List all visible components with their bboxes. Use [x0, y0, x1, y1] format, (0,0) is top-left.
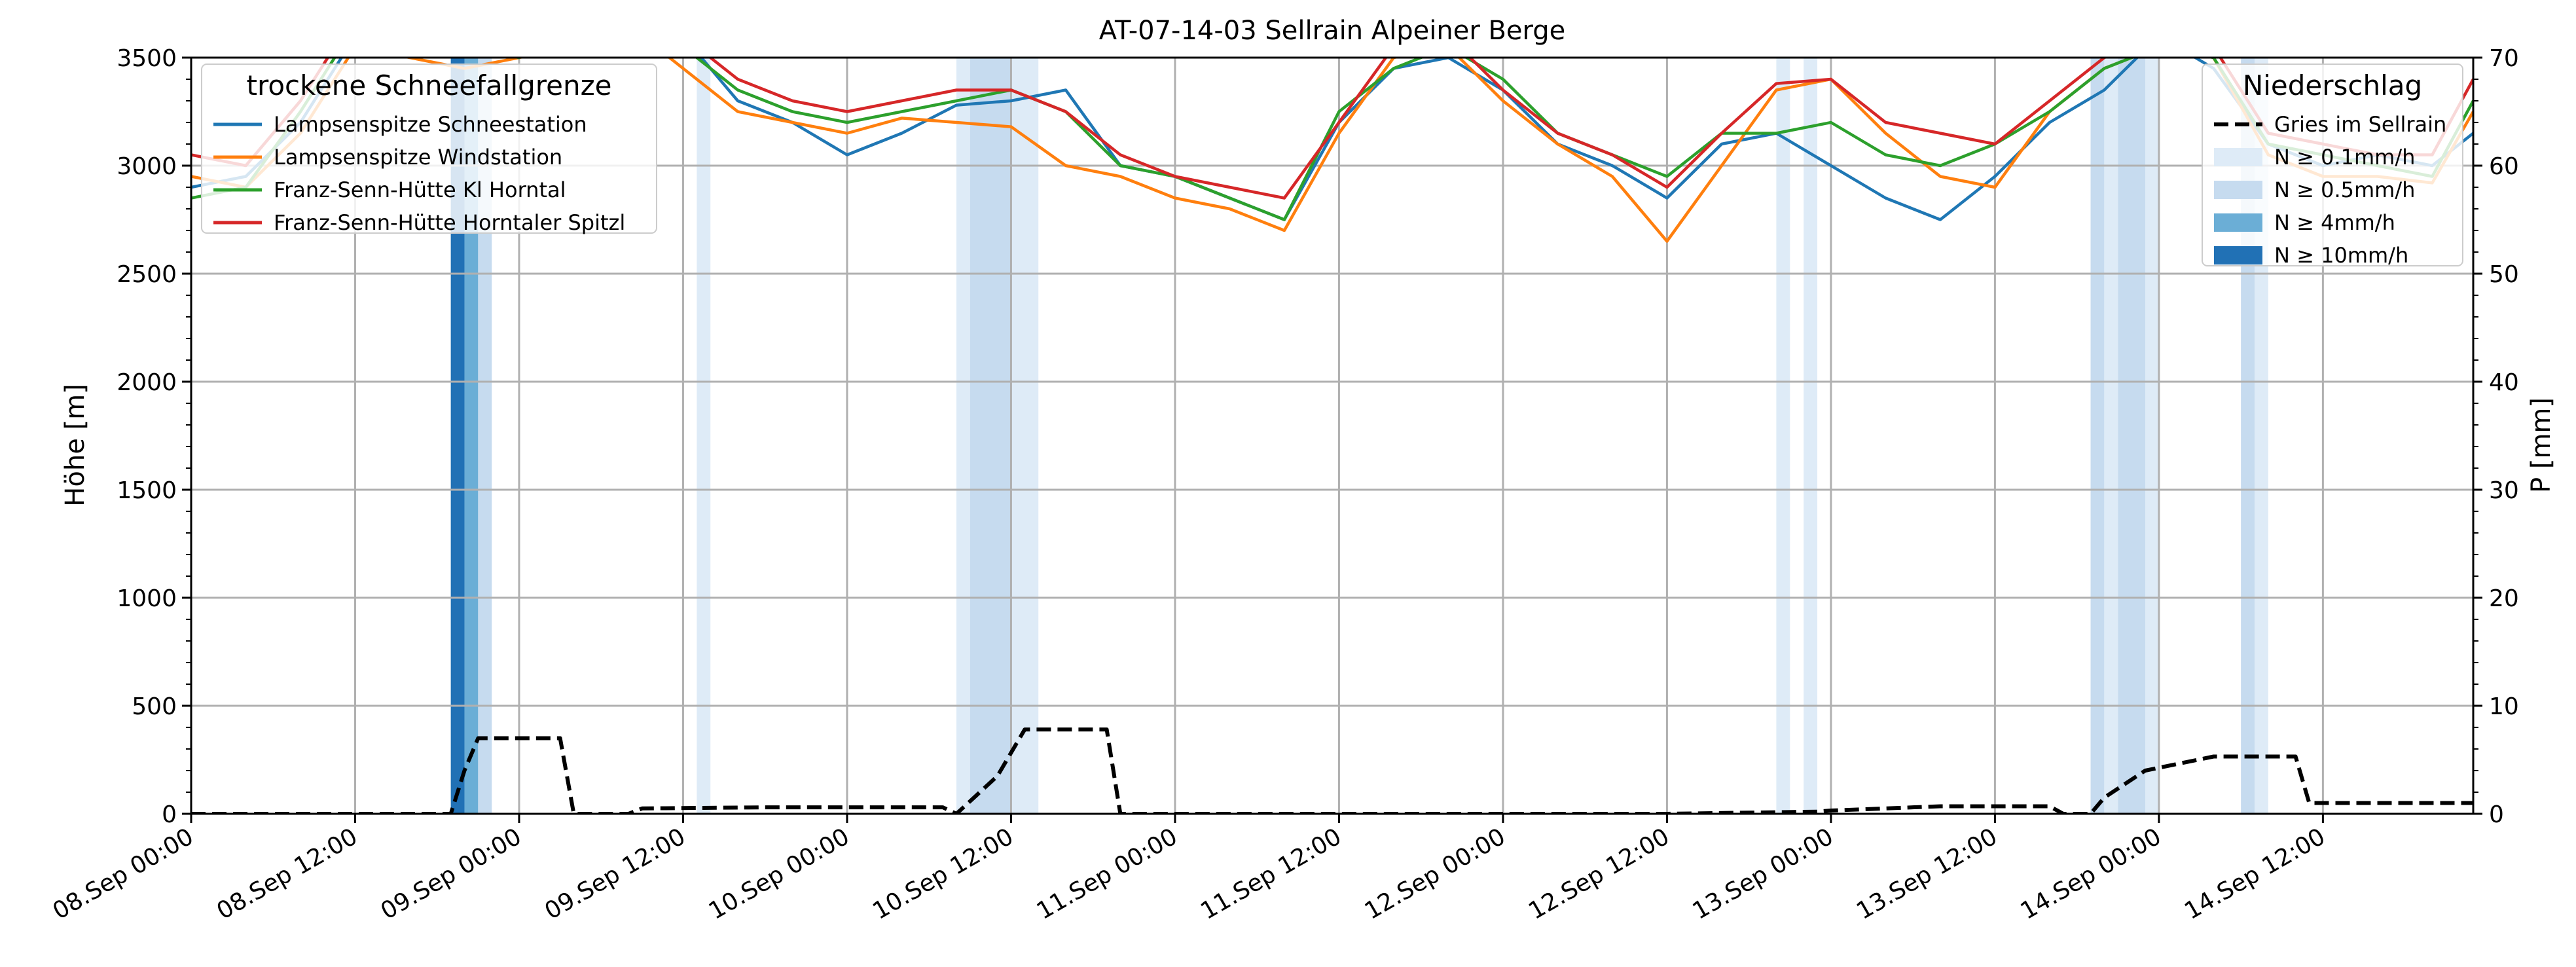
- legend-left-label-0: Lampsenspitze Schneestation: [274, 112, 587, 137]
- legend-precipitation: Niederschlag Gries im Sellrain N ≥ 0.1mm/h…: [2202, 64, 2463, 268]
- legend-left-label-2: Franz-Senn-Hütte Kl Horntal: [274, 177, 566, 202]
- legend-right-box: [2202, 64, 2463, 266]
- series-line-3: [191, 58, 2473, 200]
- chart-title: AT-07-14-03 Sellrain Alpeiner Berge: [1099, 16, 1566, 46]
- legend-right-swatch-3: [2214, 246, 2262, 265]
- x-tick-label-11: 13.Sep 12:00: [1852, 823, 2002, 925]
- x-tick-label-9: 12.Sep 12:00: [1524, 823, 1674, 925]
- y-tick-label-right-3: 30: [2489, 477, 2519, 504]
- y-tick-label-left-3: 1500: [117, 477, 177, 504]
- x-tick-label-6: 11.Sep 00:00: [1032, 823, 1182, 925]
- legend-right-label-2: N ≥ 4mm/h: [2274, 210, 2395, 235]
- x-tick-label-5: 10.Sep 12:00: [868, 823, 1018, 925]
- y-tick-label-left-7: 3500: [117, 45, 177, 72]
- y-tick-label-left-0: 0: [162, 801, 177, 828]
- precipitation-bands: [450, 58, 2268, 814]
- precip-band-11: [2118, 58, 2146, 814]
- x-tick-label-13: 14.Sep 12:00: [2180, 823, 2330, 925]
- y-tick-label-right-2: 20: [2489, 585, 2519, 612]
- y-tick-label-right-6: 60: [2489, 153, 2519, 180]
- legend-right-label-0: N ≥ 0.1mm/h: [2274, 145, 2415, 170]
- y-tick-label-right-1: 10: [2489, 693, 2519, 720]
- y-axis-title-left: Höhe [m]: [60, 384, 90, 506]
- series-lines: [191, 58, 2473, 814]
- precip-band-10: [2104, 58, 2118, 814]
- y-tick-label-right-7: 70: [2489, 45, 2519, 72]
- legend-right-swatch-0: [2214, 148, 2262, 166]
- y-tick-label-left-1: 500: [132, 693, 177, 720]
- y-tick-label-left-2: 1000: [117, 585, 177, 612]
- precip-band-8: [1804, 58, 1818, 814]
- x-tick-label-8: 12.Sep 00:00: [1360, 823, 1510, 925]
- x-tick-label-4: 10.Sep 00:00: [704, 823, 854, 925]
- y-tick-label-left-4: 2000: [117, 369, 177, 396]
- legend-right-swatch-2: [2214, 213, 2262, 232]
- series-line-2: [191, 58, 2473, 221]
- precip-band-0: [450, 58, 465, 814]
- precip-band-5: [970, 58, 1011, 814]
- y-tick-label-right-0: 0: [2489, 801, 2504, 828]
- x-tick-label-3: 09.Sep 12:00: [540, 823, 690, 925]
- y-tick-label-left-5: 2500: [117, 261, 177, 288]
- series-line-4: [191, 727, 2473, 814]
- legend-left-box: [201, 64, 657, 234]
- x-tick-label-7: 11.Sep 12:00: [1196, 823, 1346, 925]
- x-tick-label-12: 14.Sep 00:00: [2016, 823, 2166, 925]
- legend-snowfall-limit: trockene Schneefallgrenze Lampsenspitze S…: [201, 64, 657, 235]
- x-tick-label-2: 09.Sep 00:00: [376, 823, 526, 925]
- y-tick-label-left-6: 3000: [117, 153, 177, 180]
- precip-band-7: [1776, 58, 1790, 814]
- plot-frame: [190, 56, 2475, 815]
- precip-band-1: [464, 58, 479, 814]
- legend-right-title: Niederschlag: [2243, 69, 2422, 101]
- legend-left-title: trockene Schneefallgrenze: [247, 69, 612, 101]
- precip-band-3: [697, 58, 711, 814]
- x-tick-label-10: 13.Sep 00:00: [1688, 823, 1838, 925]
- legend-right-label-3: N ≥ 10mm/h: [2274, 243, 2408, 268]
- x-tick-label-0: 08.Sep 00:00: [48, 823, 198, 925]
- precip-band-4: [956, 58, 970, 814]
- legend-right-label-1: N ≥ 0.5mm/h: [2274, 177, 2415, 202]
- legend-right-label-dashed: Gries im Sellrain: [2274, 112, 2446, 137]
- precip-band-2: [478, 58, 492, 814]
- precip-band-6: [1011, 58, 1039, 814]
- y-axis-title-right: P [mm]: [2526, 397, 2556, 493]
- y-tick-label-right-4: 40: [2489, 369, 2519, 396]
- y-tick-label-right-5: 50: [2489, 261, 2519, 288]
- precip-band-12: [2145, 58, 2159, 814]
- legend-left-label-3: Franz-Senn-Hütte Horntaler Spitzl: [274, 210, 625, 235]
- x-tick-label-1: 08.Sep 12:00: [212, 823, 362, 925]
- legend-left-label-1: Lampsenspitze Windstation: [274, 145, 562, 170]
- precip-band-9: [2090, 58, 2105, 814]
- legend-right-swatch-1: [2214, 181, 2262, 199]
